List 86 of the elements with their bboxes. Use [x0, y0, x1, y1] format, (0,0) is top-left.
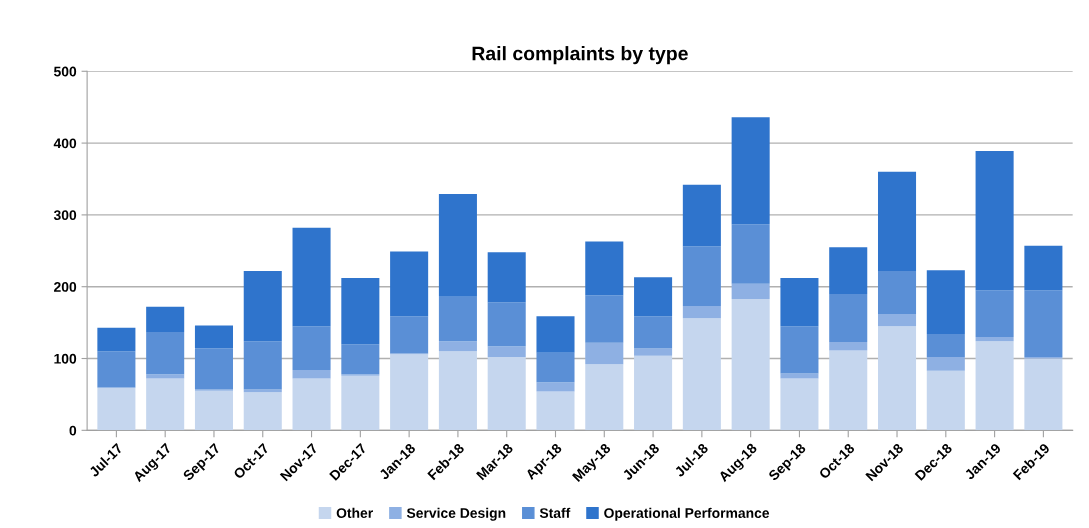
bar [780, 378, 819, 431]
bar [487, 302, 526, 347]
bar [438, 351, 477, 431]
bar [438, 341, 477, 352]
y-tick-label: 400 [53, 138, 77, 149]
bar [585, 241, 624, 296]
bar [829, 350, 868, 431]
bar [341, 278, 380, 345]
bar [731, 283, 770, 299]
bar [146, 378, 185, 431]
bar [682, 246, 721, 307]
bar [634, 348, 673, 356]
bar [341, 344, 380, 375]
bar [975, 290, 1014, 337]
legend-label: Other [336, 507, 373, 518]
bar [243, 392, 282, 431]
bar [878, 270, 917, 314]
bar [97, 351, 136, 388]
bar [585, 364, 624, 431]
bar [341, 375, 380, 431]
bar [194, 390, 233, 431]
bar [682, 306, 721, 319]
bar [878, 313, 917, 327]
bar [146, 306, 185, 332]
bar [926, 270, 965, 335]
bar [292, 370, 331, 379]
bar [536, 382, 575, 392]
legend-label: Operational Performance [604, 507, 770, 521]
bar [731, 224, 770, 284]
bar [780, 326, 819, 374]
y-tick-label: 0 [69, 425, 77, 436]
bar [585, 295, 624, 343]
y-tick-label: 300 [53, 210, 77, 221]
bar [780, 278, 819, 327]
bar [926, 370, 965, 431]
bar [634, 277, 673, 317]
bar [878, 326, 917, 431]
bar [731, 117, 770, 225]
bar [975, 336, 1014, 342]
bar [390, 354, 429, 431]
legend-label: Service Design [406, 507, 506, 521]
bar [292, 326, 331, 370]
bar [536, 352, 575, 383]
bar [97, 327, 136, 352]
bar [878, 171, 917, 271]
y-tick-label: 100 [54, 353, 77, 364]
bar [487, 252, 526, 303]
bar [829, 342, 868, 351]
bar [438, 296, 477, 342]
bar [243, 389, 282, 393]
bar [146, 374, 185, 379]
legend-label: Staff [539, 507, 571, 518]
bar [634, 355, 673, 431]
y-tick-label: 500 [53, 66, 77, 77]
bar [926, 334, 965, 358]
bar [1024, 358, 1063, 431]
bar [1024, 245, 1063, 291]
bar [926, 357, 965, 371]
bar [536, 316, 575, 353]
bar [390, 316, 429, 354]
bar [829, 247, 868, 294]
bar [146, 331, 185, 375]
bar [243, 341, 282, 390]
bar [731, 298, 770, 431]
bar [634, 316, 673, 349]
bar [780, 373, 819, 379]
bar [438, 194, 477, 297]
bar [975, 150, 1014, 291]
chart-title: Rail complaints by type [472, 46, 688, 65]
bar [1024, 290, 1063, 358]
bar [536, 391, 575, 431]
bar [97, 387, 136, 431]
bar [682, 318, 721, 431]
bar [487, 346, 526, 358]
bar [487, 357, 526, 431]
bar [975, 341, 1014, 431]
bar [194, 325, 233, 349]
bar [243, 270, 282, 342]
bar [829, 293, 868, 342]
bar [682, 184, 721, 247]
bar [194, 348, 233, 390]
bar [390, 251, 429, 317]
y-tick-label: 200 [54, 282, 77, 292]
bar [292, 378, 331, 431]
bar [585, 342, 624, 365]
bar [292, 227, 331, 327]
